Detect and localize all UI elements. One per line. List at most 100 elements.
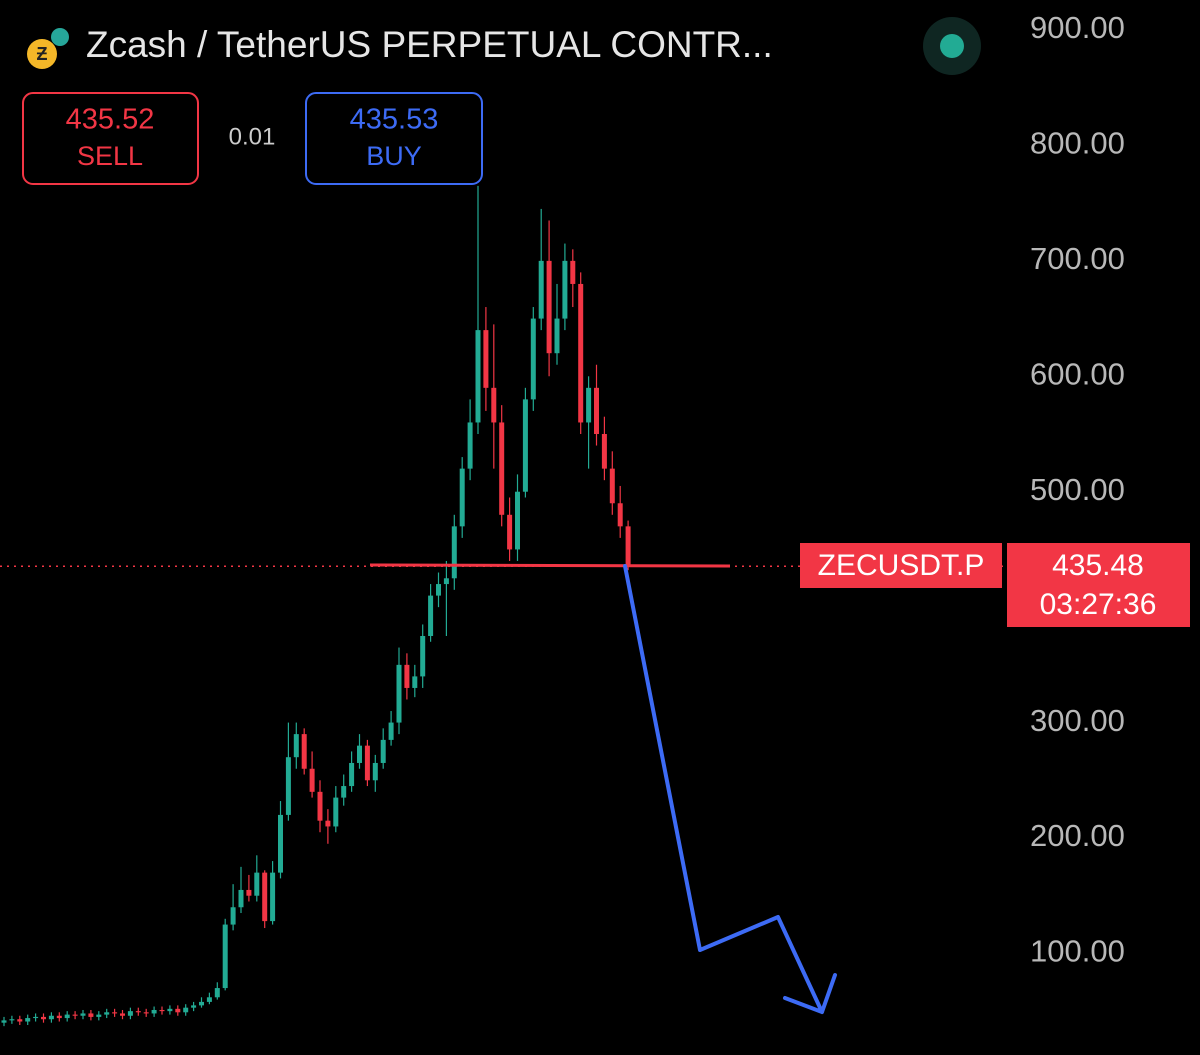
candle-body (491, 387, 497, 423)
candle-body (25, 1018, 31, 1022)
candle-body (9, 1019, 15, 1021)
candle-body (349, 762, 355, 787)
y-tick-label: 200.00 (1030, 818, 1125, 853)
candle-body (222, 924, 228, 989)
y-tick-label: 300.00 (1030, 703, 1125, 738)
candle-body (191, 1005, 197, 1008)
candle-body (357, 745, 362, 763)
candle-body (112, 1012, 118, 1014)
candle-body (120, 1013, 125, 1016)
candle-body (143, 1012, 149, 1014)
candle-body (412, 676, 418, 688)
candle-body (601, 434, 607, 469)
candle-body (270, 872, 276, 922)
sell-button[interactable] (22, 92, 199, 185)
buy-price: 435.53 (350, 104, 439, 136)
sell-label: SELL (77, 141, 143, 171)
candle-body (341, 786, 347, 798)
y-tick-label: 500.00 (1030, 472, 1125, 507)
candle-body (80, 1013, 86, 1016)
candle-body (586, 387, 592, 423)
candle-body (522, 399, 528, 492)
candle-body (396, 664, 402, 723)
y-tick-label: 700.00 (1030, 241, 1125, 276)
candle-body (230, 907, 236, 925)
candle-body (562, 260, 568, 319)
candle-body (151, 1009, 157, 1014)
title: Zcash / TetherUS PERPETUAL CONTR... (86, 24, 773, 65)
candle-body (609, 468, 615, 504)
candle-body (594, 387, 599, 435)
candle-body (554, 318, 560, 354)
candle-body (56, 1015, 62, 1019)
candle-body (388, 722, 394, 740)
candle-body (578, 283, 584, 423)
candle-body (459, 468, 465, 527)
candle-body (475, 330, 481, 423)
candle-body (199, 1001, 204, 1006)
candle-body (372, 762, 378, 781)
coin-logo-glyph: Ƶ (37, 44, 48, 64)
candle-body (206, 997, 212, 1002)
countdown: 03:27:36 (1040, 588, 1157, 621)
candle-body (443, 578, 449, 585)
coin-logo (27, 39, 57, 69)
candle-body (1, 1020, 7, 1023)
candle-body (467, 422, 473, 469)
y-tick-label: 100.00 (1030, 934, 1125, 969)
candle-body (309, 768, 315, 792)
candle-body (380, 739, 386, 763)
buy-label: BUY (366, 141, 422, 171)
candle-body (333, 797, 339, 827)
candle-body (293, 734, 299, 758)
candle-body (72, 1014, 78, 1016)
candle-body (96, 1014, 102, 1017)
candle-body (515, 491, 520, 550)
candle-body (546, 260, 552, 354)
candle-body (625, 526, 631, 567)
candle-body (483, 330, 489, 388)
price-tag (1007, 543, 1190, 627)
candle-body (570, 260, 576, 284)
drawn-level-line (369, 563, 731, 568)
candle-body (127, 1011, 133, 1016)
candle-body (278, 814, 283, 873)
candle-body (167, 1008, 173, 1012)
candle-body (88, 1013, 94, 1017)
candle-body (617, 503, 623, 527)
spread: 0.01 (229, 123, 276, 150)
candle-body (48, 1015, 54, 1020)
candle-body (64, 1014, 70, 1019)
last-price: 435.48 (1052, 549, 1144, 582)
candle-body (104, 1012, 110, 1015)
y-tick-label: 900.00 (1030, 10, 1125, 45)
status-dot (940, 34, 964, 58)
candle-body (238, 889, 244, 908)
candle-body (17, 1019, 23, 1022)
candle-body (214, 988, 220, 998)
candle-body (159, 1009, 165, 1012)
symbol: ZECUSDT.P (818, 549, 985, 582)
candle-body (285, 757, 291, 815)
symbol-tag (800, 543, 1002, 588)
exchange-logo (51, 28, 69, 46)
candle-body (246, 889, 252, 896)
candle-body (499, 422, 505, 515)
candle-body (301, 734, 307, 769)
candle-body (364, 745, 370, 781)
candle-body (41, 1016, 46, 1020)
candle-body (451, 526, 457, 579)
candle-body (262, 872, 268, 922)
candle-body (183, 1007, 189, 1013)
candle-body (317, 791, 323, 821)
buy-button[interactable] (305, 92, 483, 185)
candle-body (436, 584, 441, 596)
candle-body (33, 1016, 39, 1019)
drawn-arrow (623, 564, 837, 1014)
sell-price: 435.52 (66, 104, 155, 136)
candle-body (428, 595, 434, 637)
candle-body (420, 636, 426, 677)
candle-body (175, 1008, 181, 1013)
